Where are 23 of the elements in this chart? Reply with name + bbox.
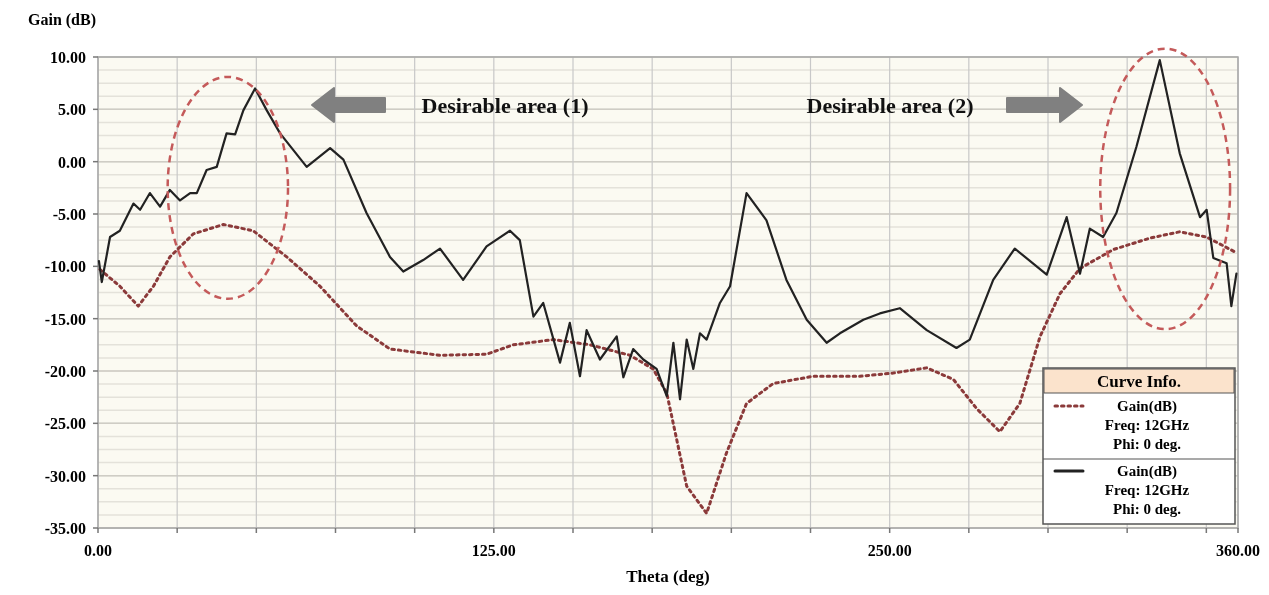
legend-label: Gain(dB) Freq: 12GHz Phi: 0 deg.	[1104, 398, 1190, 452]
line-series	[97, 59, 1238, 401]
annotation: Desirable area (1)	[421, 93, 589, 118]
y-tick-label: -15.00	[44, 310, 86, 328]
x-tick-label: 360.00	[1216, 542, 1260, 559]
legend-label: Gain(dB) Freq: 12GHz Phi: 0 deg.	[1104, 463, 1190, 517]
x-axis-title: Theta (deg)	[626, 567, 710, 586]
line-series	[98, 222, 1238, 515]
x-tick-label: 250.00	[867, 542, 912, 559]
y-tick-label: -30.00	[44, 467, 86, 485]
y-tick-label: -5.00	[52, 206, 86, 223]
y-tick-label: 10.00	[50, 49, 86, 66]
x-tick-label: 125.00	[471, 542, 516, 559]
legend-title: Curve Info.	[1096, 372, 1182, 391]
annotation: Desirable area (2)	[806, 93, 974, 118]
y-tick-label: 5.00	[58, 101, 86, 119]
y-tick-label: -20.00	[44, 363, 86, 380]
y-tick-label: -35.00	[44, 520, 86, 537]
y-tick-label: 0.00	[58, 153, 86, 171]
y-tick-label: -10.00	[44, 258, 86, 276]
x-tick-label: 0.00	[84, 542, 112, 559]
y-tick-label: -25.00	[44, 415, 86, 433]
y-axis-title: Gain (dB)	[28, 11, 97, 29]
